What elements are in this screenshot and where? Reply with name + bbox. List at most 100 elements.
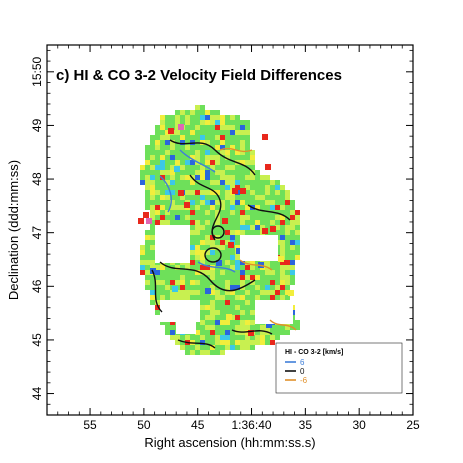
field-pixel <box>250 230 255 235</box>
field-pixel <box>150 215 155 220</box>
field-pixel <box>155 210 160 215</box>
field-pixel <box>155 295 160 300</box>
field-pixel <box>230 260 235 265</box>
legend-entry-label: 0 <box>300 367 305 376</box>
field-pixel <box>235 150 240 155</box>
field-pixel <box>230 235 235 240</box>
field-pixel <box>195 340 200 345</box>
field-pixel <box>200 205 205 210</box>
field-pixel <box>185 145 190 150</box>
field-pixel <box>235 225 240 230</box>
field-pixel <box>225 235 230 240</box>
field-pixel <box>225 305 230 310</box>
field-patch <box>236 248 242 254</box>
field-pixel <box>250 320 255 325</box>
field-pixel <box>225 270 230 275</box>
field-pixel <box>195 345 200 350</box>
field-pixel <box>230 335 235 340</box>
field-pixel <box>200 220 205 225</box>
field-pixel <box>200 255 205 260</box>
field-pixel <box>255 295 260 300</box>
field-pixel <box>150 300 155 305</box>
field-pixel <box>245 220 250 225</box>
field-pixel <box>250 185 255 190</box>
field-pixel <box>195 145 200 150</box>
field-pixel <box>165 205 170 210</box>
field-pixel <box>205 350 210 355</box>
field-patch <box>138 218 144 224</box>
field-pixel <box>255 215 260 220</box>
field-pixel <box>190 165 195 170</box>
field-pixel <box>200 170 205 175</box>
field-pixel <box>245 120 250 125</box>
field-pixel <box>240 340 245 345</box>
field-pixel <box>190 280 195 285</box>
field-pixel <box>185 215 190 220</box>
field-pixel <box>200 250 205 255</box>
field-pixel <box>170 280 175 285</box>
field-pixel <box>285 245 290 250</box>
x-tick-label: 35 <box>299 418 313 432</box>
contour-lines <box>151 139 297 349</box>
field-pixel <box>290 200 295 205</box>
field-pixel <box>255 280 260 285</box>
field-pixel <box>155 155 160 160</box>
field-pixel <box>240 180 245 185</box>
field-pixel <box>240 345 245 350</box>
field-gap <box>160 300 200 322</box>
field-pixel <box>280 290 285 295</box>
field-pixel <box>190 225 195 230</box>
field-pixel <box>265 275 270 280</box>
field-pixel <box>235 345 240 350</box>
field-pixel <box>285 275 290 280</box>
field-pixel <box>270 275 275 280</box>
field-pixel <box>210 295 215 300</box>
y-tick-label: 47 <box>30 226 44 240</box>
field-pixel <box>235 265 240 270</box>
field-pixel <box>240 275 245 280</box>
field-pixel <box>205 250 210 255</box>
field-pixel <box>160 120 165 125</box>
field-pixel <box>205 140 210 145</box>
field-pixel <box>215 205 220 210</box>
field-pixel <box>265 260 270 265</box>
field-pixel <box>240 270 245 275</box>
field-pixel <box>245 275 250 280</box>
field-pixel <box>245 300 250 305</box>
field-pixel <box>180 340 185 345</box>
field-pixel <box>235 285 240 290</box>
field-patch <box>172 286 178 292</box>
field-pixel <box>160 200 165 205</box>
field-pixel <box>150 240 155 245</box>
field-pixel <box>285 330 290 335</box>
field-pixel <box>230 145 235 150</box>
field-pixel <box>200 240 205 245</box>
field-pixel <box>240 290 245 295</box>
field-pixel <box>220 315 225 320</box>
y-axis: 44 45 46 47 48 49 15:50 <box>30 49 413 405</box>
field-pixel <box>215 310 220 315</box>
field-pixel <box>275 270 280 275</box>
field-pixel <box>180 200 185 205</box>
field-pixel <box>230 160 235 165</box>
field-pixel <box>195 330 200 335</box>
field-pixel <box>220 115 225 120</box>
field-pixel <box>230 155 235 160</box>
field-pixel <box>200 200 205 205</box>
field-pixel <box>230 175 235 180</box>
field-pixel <box>285 270 290 275</box>
field-pixel <box>245 290 250 295</box>
field-pixel <box>170 120 175 125</box>
field-pixel <box>285 255 290 260</box>
field-pixel <box>290 245 295 250</box>
field-pixel <box>190 240 195 245</box>
field-pixel <box>210 160 215 165</box>
field-pixel <box>220 325 225 330</box>
field-pixel <box>270 330 275 335</box>
field-pixel <box>200 265 205 270</box>
field-pixel <box>170 150 175 155</box>
field-pixel <box>290 235 295 240</box>
field-pixel <box>255 275 260 280</box>
field-pixel <box>175 185 180 190</box>
field-pixel <box>225 225 230 230</box>
